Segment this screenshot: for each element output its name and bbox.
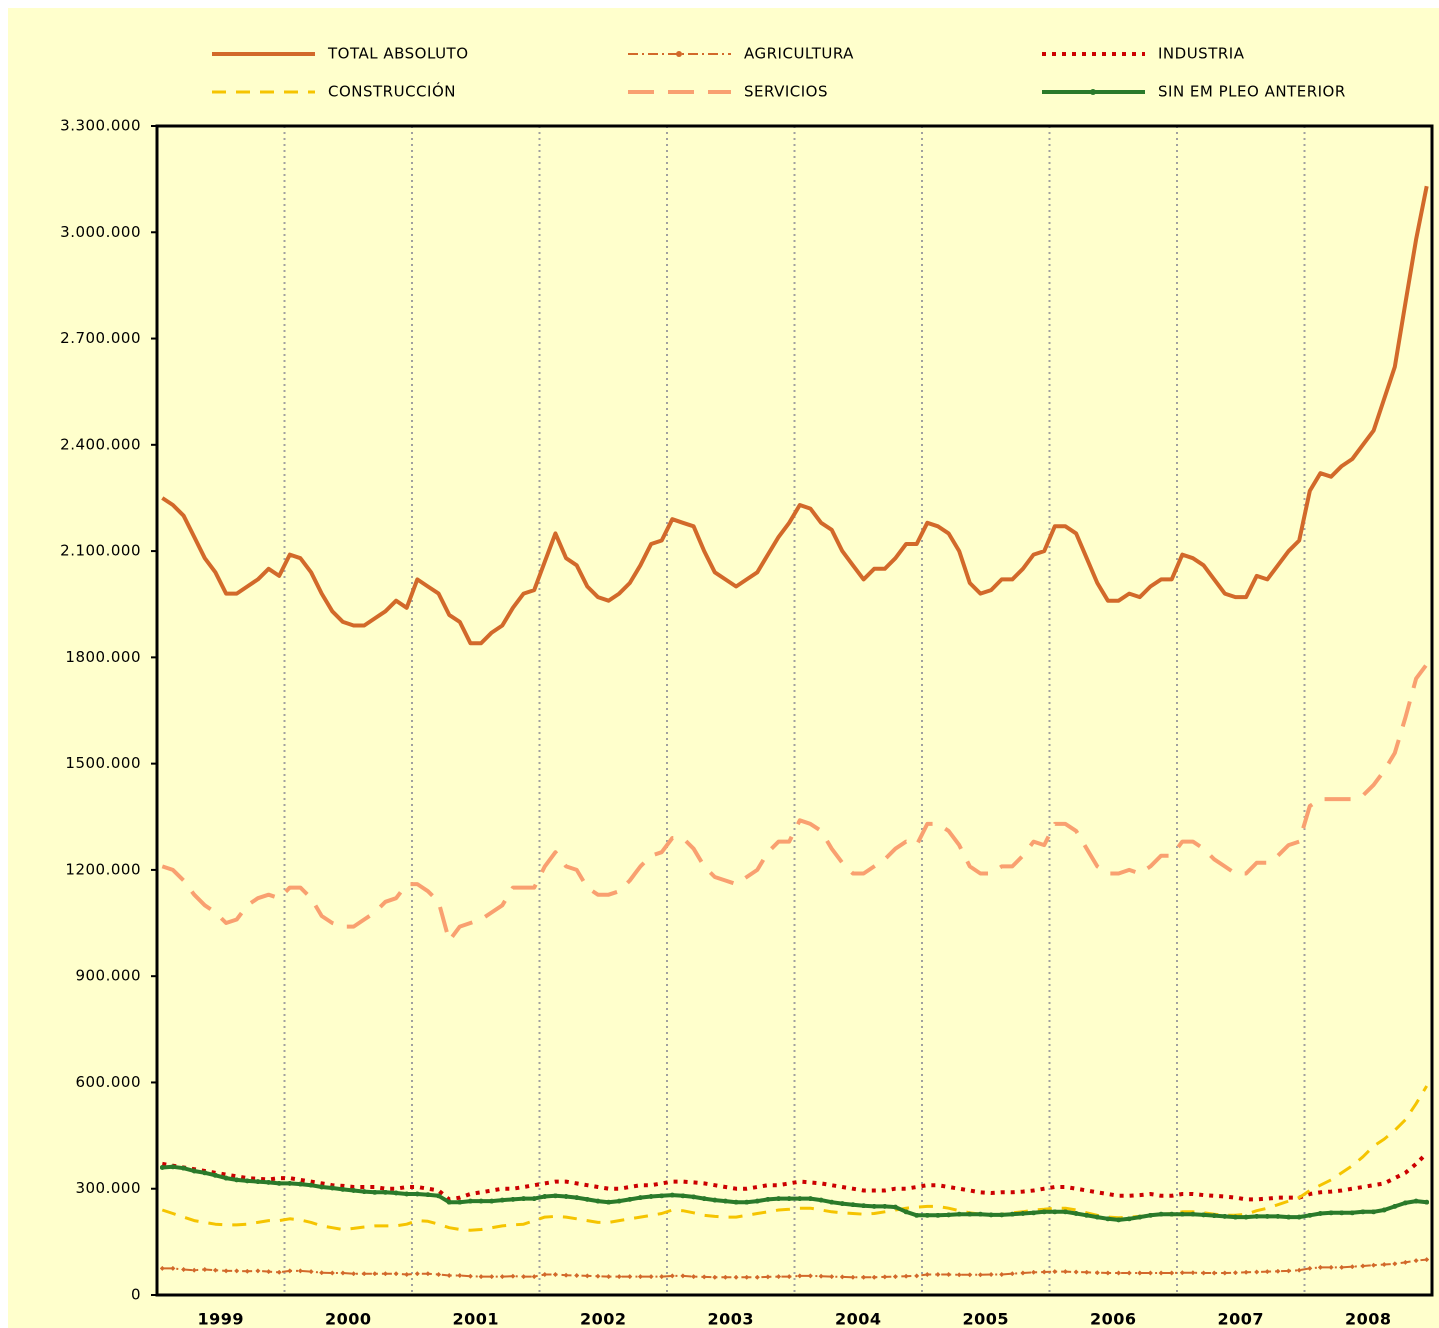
y-tick-label: 1800.000 (65, 648, 141, 666)
y-tick-label: 3.300.000 (60, 117, 141, 135)
x-tick-label: 2007 (1217, 1310, 1264, 1328)
y-tick-label: 3.000.000 (60, 223, 141, 241)
legend-label: SERVICIOS (744, 83, 828, 101)
y-tick-label: 2.400.000 (60, 435, 141, 453)
y-tick-label: 0 (131, 1286, 141, 1304)
y-tick-label: 2.700.000 (60, 329, 141, 347)
x-tick-label: 2002 (580, 1310, 627, 1328)
series-line (161, 663, 1429, 943)
series-line (159, 1164, 1430, 1223)
y-tick-label: 1500.000 (65, 754, 141, 772)
x-tick-label: 2006 (1090, 1310, 1137, 1328)
series-line (161, 185, 1429, 646)
x-tick-label: 2005 (962, 1310, 1009, 1328)
background (8, 8, 1439, 1328)
legend-label: INDUSTRIA (1158, 45, 1245, 63)
y-tick-label: 600.000 (75, 1073, 141, 1091)
series-line (159, 1257, 1430, 1280)
legend-marker (676, 51, 682, 57)
x-tick-label: 2000 (325, 1310, 372, 1328)
plot-frame (155, 124, 1434, 1297)
legend-label: TOTAL ABSOLUTO (327, 45, 469, 63)
x-tick-label: 2008 (1345, 1310, 1392, 1328)
legend-label: AGRICULTURA (744, 45, 854, 63)
legend-label: SIN EM PLEO ANTERIOR (1158, 83, 1346, 101)
y-tick-label: 1200.000 (65, 860, 141, 878)
x-tick-label: 2004 (835, 1310, 882, 1328)
legend-label: CONSTRUCCIÓN (328, 82, 456, 101)
legend-marker (1090, 89, 1096, 95)
x-tick-label: 2003 (707, 1310, 754, 1328)
y-tick-label: 900.000 (75, 967, 141, 985)
x-tick-label: 1999 (197, 1310, 244, 1328)
y-tick-label: 300.000 (75, 1179, 141, 1197)
x-tick-label: 2001 (452, 1310, 499, 1328)
y-tick-label: 2.100.000 (60, 542, 141, 560)
